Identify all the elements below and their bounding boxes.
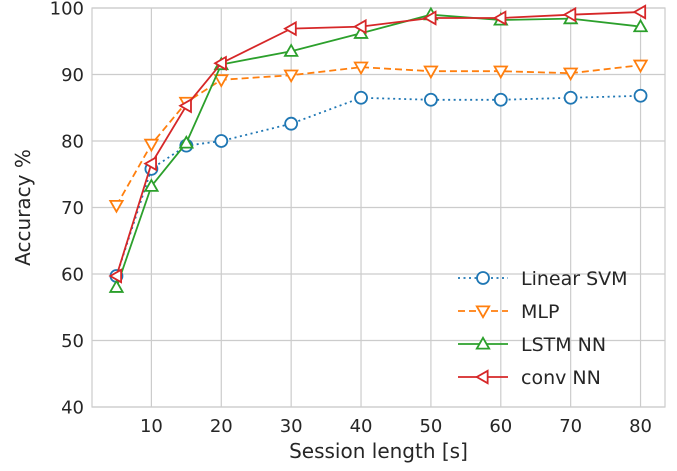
y-tick-label: 40 — [61, 398, 84, 419]
series-mlp — [108, 59, 649, 214]
data-point-lstm-nn — [283, 43, 299, 57]
series-line-conv-nn — [115, 11, 641, 277]
legend-label-mlp: MLP — [521, 301, 559, 323]
data-point-conv-nn — [632, 4, 647, 20]
plot-frame — [91, 7, 666, 408]
data-point-lstm-nn — [143, 178, 160, 192]
data-point-conv-nn — [353, 18, 367, 35]
y-tick-label: 50 — [61, 331, 84, 352]
series-line-mlp — [115, 64, 641, 206]
series-group — [108, 4, 649, 293]
x-tick-label: 70 — [559, 416, 582, 437]
x-tick-label: 20 — [210, 416, 233, 437]
data-point-conv-nn — [178, 98, 192, 114]
legend: Linear SVM MLP LSTM NN conv NN — [458, 268, 628, 389]
legend-marker-mlp — [475, 305, 491, 320]
legend-label-lstm-nn: LSTM NN — [521, 334, 606, 356]
y-tick-label: 70 — [61, 198, 84, 219]
x-tick-label: 30 — [280, 416, 303, 437]
y-tick-label: 90 — [61, 65, 84, 86]
data-point-linear-svm — [424, 92, 438, 107]
y-tick-label: 100 — [50, 0, 84, 20]
legend-marker-linear-svm — [476, 271, 490, 285]
legend-marker-lstm-nn — [475, 335, 491, 350]
data-point-conv-nn — [492, 10, 507, 26]
data-point-conv-nn — [283, 20, 297, 37]
x-tick-label: 10 — [140, 416, 163, 437]
x-axis-label: Session length [s] — [289, 439, 468, 463]
data-point-mlp — [108, 199, 125, 214]
series-line-linear-svm — [115, 94, 641, 277]
y-tick-label: 80 — [61, 132, 84, 153]
x-tick-label: 60 — [489, 416, 512, 437]
x-tick-label: 40 — [350, 416, 373, 437]
legend-label-linear-svm: Linear SVM — [521, 268, 628, 290]
data-point-conv-nn — [143, 155, 157, 172]
data-point-mlp — [632, 59, 649, 74]
legend-label-conv-nn: conv NN — [521, 367, 601, 389]
data-point-mlp — [213, 74, 230, 88]
data-point-linear-svm — [214, 134, 229, 148]
series-conv-nn — [108, 4, 647, 284]
data-point-lstm-nn — [632, 18, 649, 33]
data-point-conv-nn — [422, 10, 437, 26]
legend-marker-conv-nn — [474, 369, 489, 385]
data-point-lstm-nn — [108, 279, 125, 293]
data-point-conv-nn — [562, 6, 577, 23]
data-point-linear-svm — [354, 90, 368, 105]
data-point-mlp — [493, 65, 509, 80]
data-point-mlp — [562, 67, 579, 82]
x-tick-label: 50 — [419, 416, 442, 437]
y-axis-ticks: 40 50 60 70 80 90 100 — [50, 0, 84, 419]
data-point-linear-svm — [493, 92, 508, 107]
x-tick-label: 80 — [629, 416, 652, 437]
y-axis-label: Accuracy % — [11, 149, 35, 266]
series-linear-svm — [109, 88, 648, 283]
data-point-linear-svm — [563, 90, 578, 105]
series-lstm-nn — [108, 6, 649, 293]
data-point-mlp — [283, 69, 299, 84]
data-point-conv-nn — [213, 55, 227, 71]
data-point-lstm-nn — [178, 134, 195, 149]
data-point-linear-svm — [633, 88, 648, 103]
data-point-mlp — [353, 61, 369, 76]
data-point-linear-svm — [284, 116, 299, 131]
data-point-conv-nn — [108, 268, 123, 284]
y-tick-label: 60 — [61, 265, 84, 286]
series-line-lstm-nn — [115, 13, 641, 288]
data-point-mlp — [423, 65, 439, 80]
x-axis-ticks: 10 20 30 40 50 60 70 80 — [140, 416, 652, 437]
data-point-mlp — [143, 138, 160, 153]
